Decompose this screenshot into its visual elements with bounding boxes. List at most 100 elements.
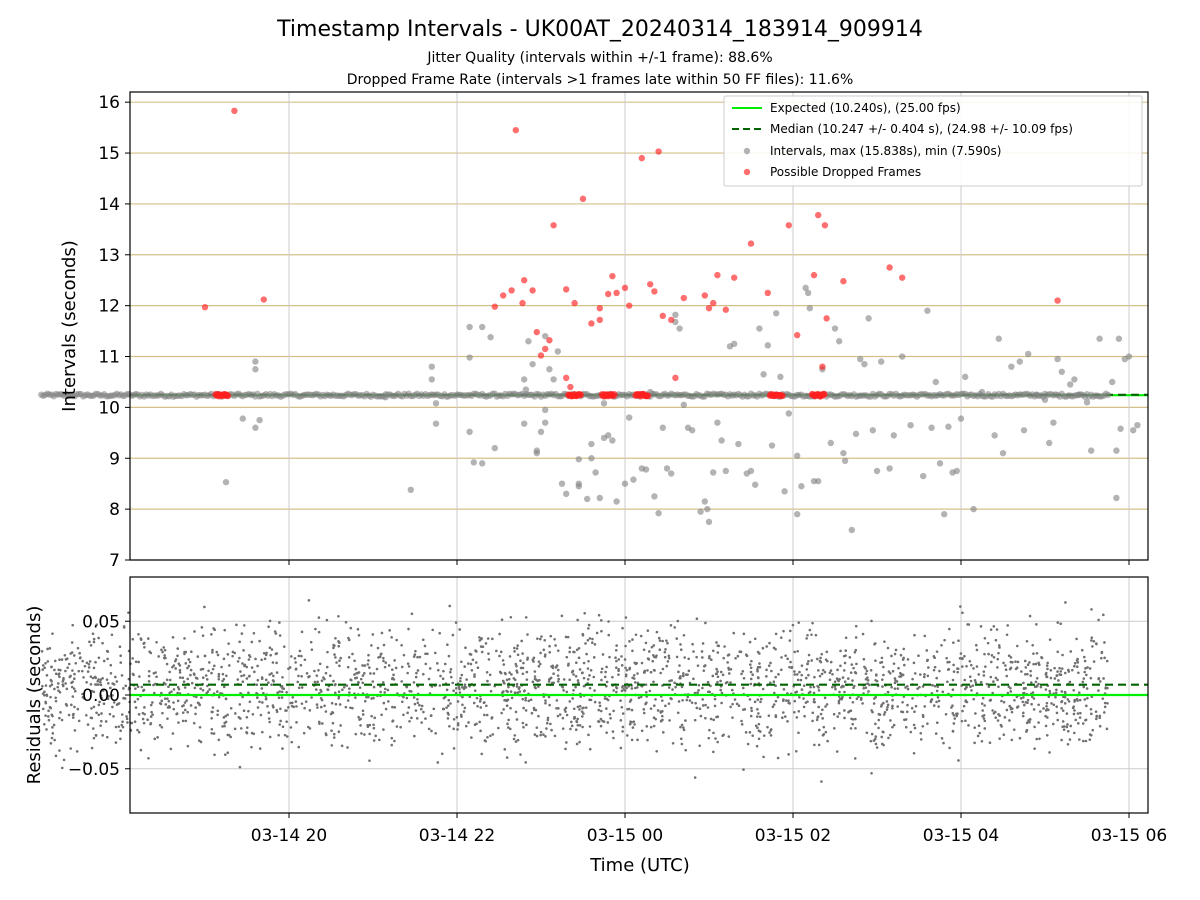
- residual-point: [366, 663, 370, 666]
- residual-point: [193, 686, 197, 690]
- residual-point: [538, 678, 541, 682]
- residual-point: [521, 652, 524, 655]
- residual-point: [766, 725, 769, 729]
- residual-point: [838, 690, 841, 694]
- dropped-frame-point: [533, 328, 540, 336]
- dropped-frame-point: [840, 278, 847, 285]
- dropped-frame-point: [647, 281, 654, 288]
- residual-point: [659, 671, 662, 675]
- residual-point: [1006, 624, 1010, 627]
- residual-point: [982, 717, 986, 720]
- residual-point: [386, 688, 390, 692]
- residual-point: [1028, 720, 1031, 724]
- residual-point: [347, 656, 351, 659]
- residual-point: [962, 704, 966, 708]
- residual-point: [313, 669, 316, 673]
- residual-point: [751, 673, 754, 677]
- interval-point: [773, 310, 780, 317]
- residual-point: [893, 652, 897, 656]
- residual-point: [356, 628, 360, 631]
- residual-point: [166, 717, 169, 720]
- residual-point: [1039, 685, 1043, 689]
- residual-point: [852, 666, 855, 670]
- residual-point: [51, 732, 55, 735]
- interval-point: [747, 467, 755, 475]
- residual-point: [361, 681, 365, 685]
- residual-point: [114, 675, 117, 679]
- residual-point: [1105, 727, 1109, 731]
- residual-point: [869, 668, 873, 672]
- residual-point: [1076, 657, 1079, 661]
- residual-point: [166, 697, 169, 700]
- residual-point: [183, 686, 187, 689]
- residual-point: [817, 728, 821, 732]
- residual-point: [533, 670, 537, 673]
- residual-point: [992, 655, 996, 659]
- residual-point: [988, 699, 992, 702]
- residual-point: [612, 736, 615, 740]
- y-tick-label: 7: [109, 551, 120, 571]
- residual-point: [849, 727, 853, 730]
- residual-point: [932, 704, 936, 707]
- residual-point: [981, 696, 985, 700]
- residual-point: [684, 748, 688, 752]
- residual-point: [268, 646, 272, 650]
- interval-point: [710, 469, 717, 476]
- residual-point: [1103, 711, 1106, 714]
- interval-point: [432, 400, 440, 407]
- residual-point: [586, 678, 590, 681]
- residual-point: [332, 646, 335, 650]
- residual-point: [120, 713, 124, 716]
- residual-point: [330, 744, 334, 747]
- interval-point: [479, 460, 486, 467]
- residual-point: [73, 705, 76, 709]
- residual-point: [360, 732, 363, 735]
- residual-point: [1010, 738, 1014, 742]
- residual-point: [853, 757, 857, 760]
- residual-point: [841, 695, 844, 699]
- interval-point: [668, 470, 675, 477]
- residual-point: [854, 624, 858, 628]
- residual-point: [1060, 690, 1064, 693]
- legend-median-label: Median (10.247 +/- 0.404 s), (24.98 +/- …: [770, 122, 1073, 136]
- residual-point: [677, 700, 681, 703]
- interval-point: [1083, 399, 1091, 406]
- residual-point: [597, 708, 601, 712]
- residual-point: [89, 644, 93, 647]
- residual-point: [516, 644, 519, 647]
- residual-point: [1066, 742, 1070, 746]
- residual-point: [961, 665, 964, 668]
- residual-point: [719, 679, 722, 683]
- interval-point: [760, 371, 767, 378]
- residual-point: [1077, 691, 1081, 694]
- residual-point: [615, 644, 618, 647]
- residual-point: [565, 655, 569, 659]
- residual-point: [553, 734, 557, 738]
- residual-point: [382, 728, 385, 731]
- residual-point: [664, 704, 667, 708]
- residual-point: [92, 705, 96, 709]
- residual-point: [831, 672, 834, 676]
- residual-point: [861, 702, 864, 705]
- residual-point: [1056, 718, 1060, 722]
- residual-point: [634, 633, 638, 637]
- residual-point: [537, 664, 541, 668]
- residual-point: [851, 679, 854, 682]
- residual-point: [614, 656, 617, 660]
- residual-point: [609, 716, 612, 720]
- residual-point: [307, 675, 310, 679]
- residuals-panel: 0.050.00−0.05 03-14 20 03-14 22 03-15 00 03…: [24, 576, 1167, 876]
- residual-point: [565, 713, 569, 717]
- residual-point: [639, 634, 643, 638]
- residual-point: [617, 658, 621, 661]
- residual-point: [634, 686, 637, 690]
- residual-point: [341, 688, 344, 692]
- dropped-frame-point: [621, 284, 629, 292]
- residual-point: [510, 673, 513, 676]
- residual-point: [619, 746, 623, 750]
- residual-point: [275, 652, 279, 655]
- residual-point: [611, 730, 615, 733]
- residual-point: [537, 660, 541, 663]
- residual-point: [200, 626, 204, 629]
- residual-point: [238, 656, 241, 660]
